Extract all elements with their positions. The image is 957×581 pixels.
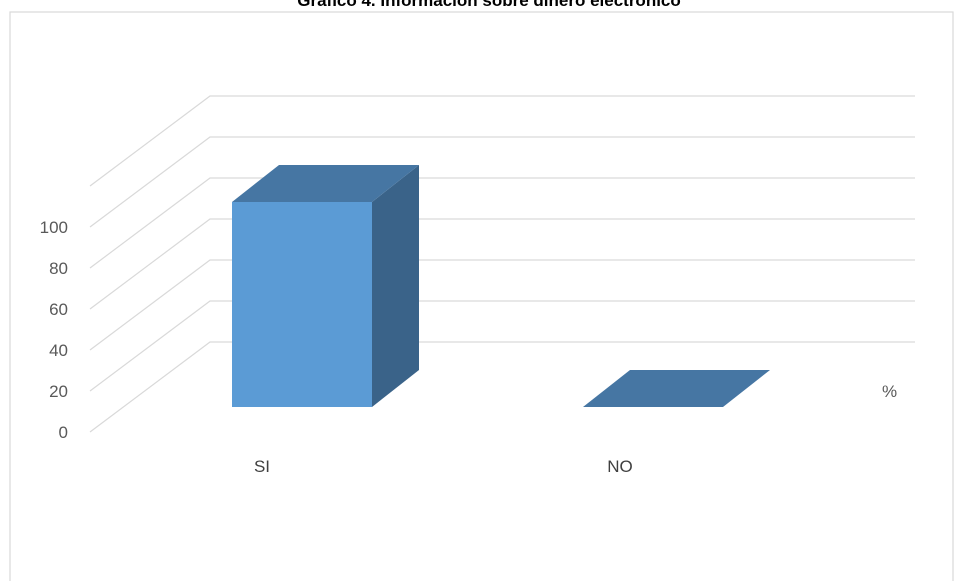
bar-no xyxy=(583,370,770,407)
chart-title: Grafico 4. Información sobre dinero elec… xyxy=(297,0,681,10)
bar-top-si xyxy=(232,165,419,202)
x-axis-categories: SI NO xyxy=(254,457,633,476)
legend-series-label: % xyxy=(882,382,897,401)
chart-frame xyxy=(9,11,954,581)
gridline-80 xyxy=(89,177,915,269)
y-tick-label-100: 100 xyxy=(40,218,68,237)
gridline-120 xyxy=(89,95,915,187)
bars xyxy=(232,165,770,407)
y-tick-label-20: 20 xyxy=(49,382,68,401)
y-tick-label-60: 60 xyxy=(49,300,68,319)
gridline-60 xyxy=(89,218,915,310)
y-tick-label-40: 40 xyxy=(49,341,68,360)
y-axis-ticks: 0 20 40 60 80 100 xyxy=(40,218,68,442)
bar-top-no xyxy=(583,370,770,407)
bar-side-si xyxy=(372,165,419,407)
gridline-100 xyxy=(89,136,915,228)
x-category-label-no: NO xyxy=(607,457,633,476)
gridline-0 xyxy=(89,341,915,433)
gridline-40 xyxy=(89,259,915,351)
gridlines xyxy=(89,95,915,433)
y-tick-label-80: 80 xyxy=(49,259,68,278)
bar-front-si xyxy=(232,202,372,407)
x-category-label-si: SI xyxy=(254,457,270,476)
bar-si xyxy=(232,165,419,407)
gridline-20 xyxy=(89,300,915,392)
y-tick-label-0: 0 xyxy=(59,423,68,442)
